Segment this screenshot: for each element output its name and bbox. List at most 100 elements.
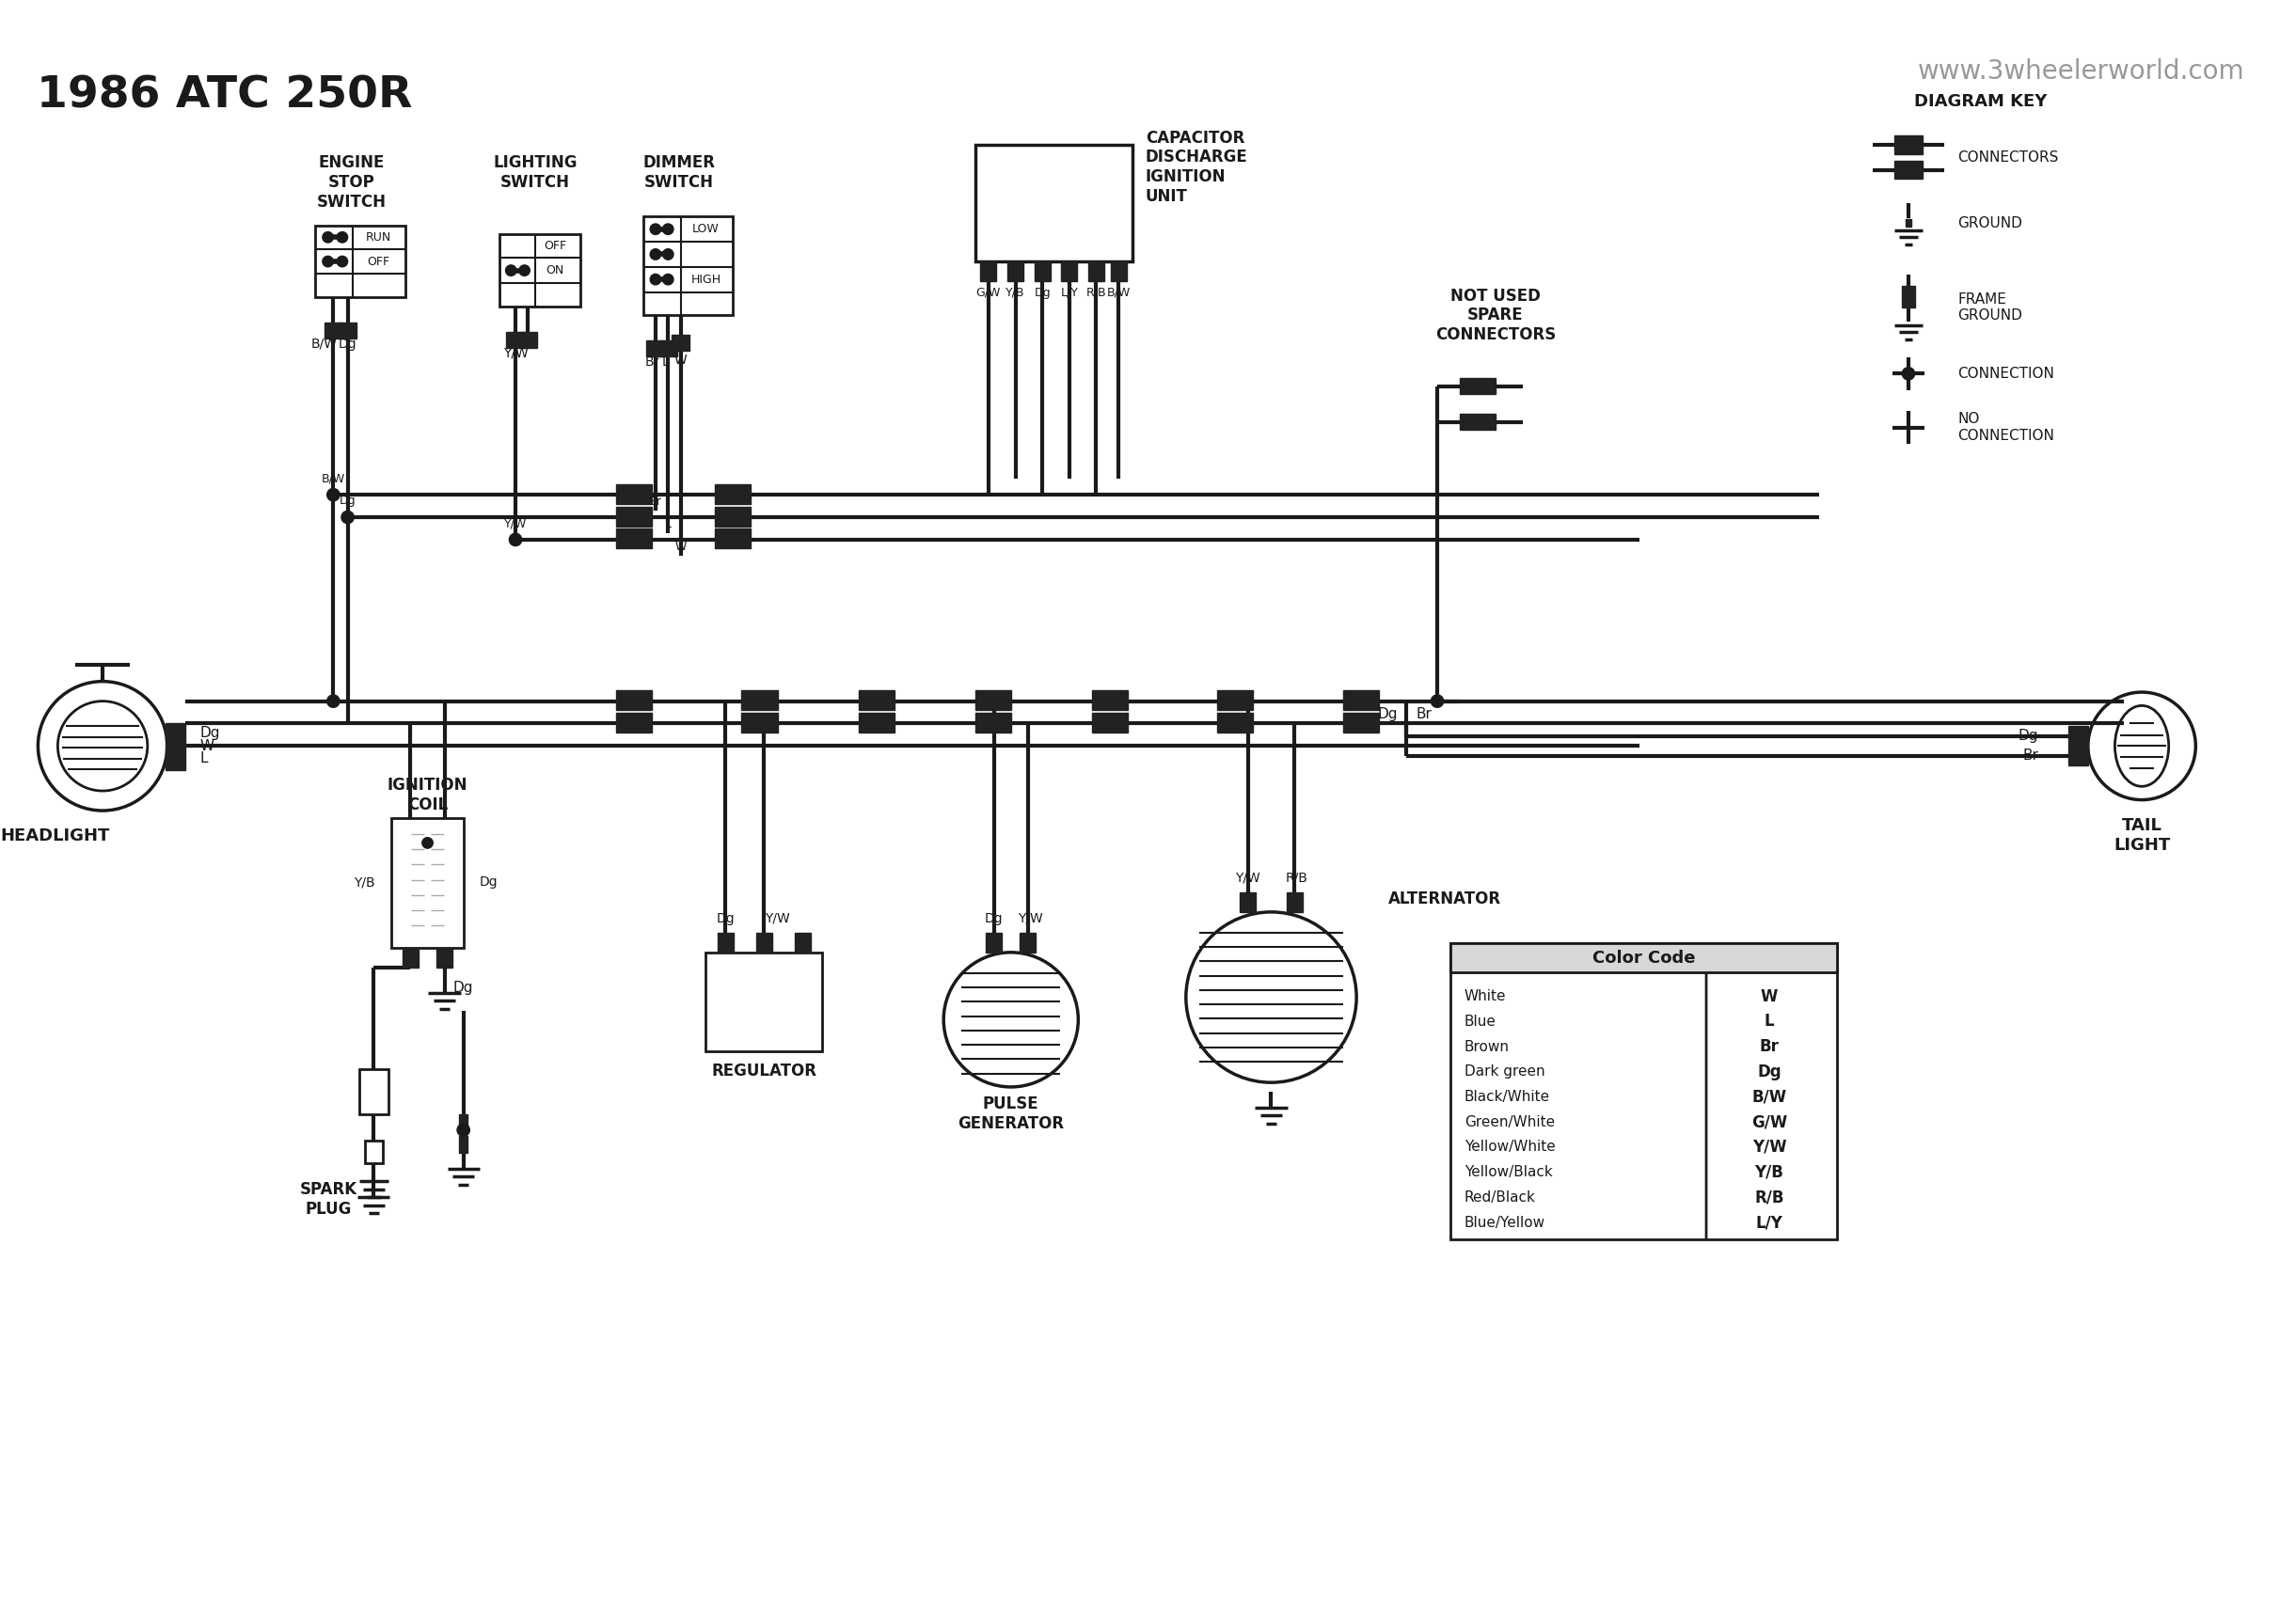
Bar — [459, 1136, 468, 1152]
Text: Y/B: Y/B — [1006, 287, 1024, 299]
Bar — [859, 690, 893, 711]
Circle shape — [505, 265, 517, 276]
Text: Red/Black: Red/Black — [1465, 1190, 1536, 1204]
Text: ENGINE: ENGINE — [319, 154, 383, 172]
Text: Y/W: Y/W — [505, 518, 526, 529]
Text: Br: Br — [650, 497, 661, 508]
Bar — [1088, 261, 1104, 281]
Text: Blue: Blue — [1465, 1014, 1497, 1029]
Text: Br: Br — [1759, 1039, 1779, 1055]
Text: Green/White: Green/White — [1465, 1115, 1554, 1130]
Text: Dg: Dg — [985, 912, 1003, 925]
Text: L: L — [1763, 1013, 1775, 1031]
Text: Y/W: Y/W — [503, 346, 528, 360]
Bar — [436, 948, 452, 967]
Text: Dg: Dg — [2018, 729, 2039, 743]
Text: CAPACITOR
DISCHARGE
IGNITION
UNIT: CAPACITOR DISCHARGE IGNITION UNIT — [1146, 130, 1247, 204]
Text: Color Code: Color Code — [1591, 949, 1694, 966]
Bar — [1343, 712, 1380, 732]
Bar — [742, 690, 778, 711]
Circle shape — [650, 224, 661, 235]
Circle shape — [321, 256, 333, 266]
Text: TAIL
LIGHT: TAIL LIGHT — [2112, 818, 2170, 854]
Bar — [1061, 261, 1077, 281]
Text: R/B: R/B — [1286, 872, 1306, 885]
Bar — [1111, 261, 1127, 281]
Text: G/W: G/W — [976, 287, 1001, 299]
Bar — [1894, 161, 1922, 179]
Text: Dg: Dg — [452, 982, 473, 995]
Circle shape — [457, 1123, 471, 1136]
Text: B/W: B/W — [1107, 287, 1130, 299]
Bar — [402, 948, 418, 967]
Text: Br: Br — [2023, 748, 2039, 763]
Text: Y/W: Y/W — [1752, 1139, 1786, 1156]
Bar — [165, 724, 186, 771]
Text: ALTERNATOR: ALTERNATOR — [1387, 889, 1502, 907]
Text: GROUND: GROUND — [1958, 216, 2023, 230]
Text: White: White — [1465, 990, 1506, 1003]
Text: B/W: B/W — [321, 472, 344, 485]
Text: RUN: RUN — [365, 230, 390, 243]
Text: B/W: B/W — [312, 338, 338, 351]
Text: SWITCH: SWITCH — [501, 174, 569, 192]
Bar — [615, 484, 652, 503]
Circle shape — [342, 511, 354, 524]
Text: NOT USED
SPARE
CONNECTORS: NOT USED SPARE CONNECTORS — [1435, 287, 1557, 344]
Bar — [643, 216, 732, 315]
Bar — [615, 712, 652, 732]
Text: 1986 ATC 250R: 1986 ATC 250R — [37, 75, 413, 117]
Text: Yellow/White: Yellow/White — [1465, 1139, 1554, 1154]
Text: R/B: R/B — [1086, 287, 1107, 299]
Circle shape — [664, 224, 673, 235]
Text: Dg: Dg — [338, 338, 356, 351]
Text: IGNITION
COIL: IGNITION COIL — [388, 777, 468, 813]
Text: SWITCH: SWITCH — [645, 174, 714, 192]
Text: Dg: Dg — [1033, 287, 1052, 299]
Circle shape — [422, 837, 434, 849]
Bar — [705, 953, 822, 1052]
Text: Y/B: Y/B — [1754, 1164, 1784, 1180]
Text: L: L — [666, 518, 670, 531]
Bar — [794, 933, 810, 953]
Bar — [980, 261, 996, 281]
Text: NO
CONNECTION: NO CONNECTION — [1958, 412, 2055, 443]
Text: LIGHTING: LIGHTING — [494, 154, 576, 172]
Text: LOW: LOW — [691, 222, 719, 235]
Bar — [714, 529, 751, 549]
Bar — [315, 226, 404, 297]
Text: R/B: R/B — [1754, 1190, 1784, 1206]
Bar — [1019, 933, 1035, 953]
Bar — [1033, 261, 1049, 281]
Text: STOP: STOP — [328, 174, 374, 192]
Text: Dg: Dg — [480, 876, 498, 889]
Bar — [1240, 893, 1256, 912]
Bar — [742, 712, 778, 732]
Bar — [1460, 414, 1495, 430]
Text: G/W: G/W — [1752, 1113, 1786, 1130]
Text: OFF: OFF — [544, 240, 567, 252]
Text: Black/White: Black/White — [1465, 1089, 1550, 1104]
Text: L: L — [661, 355, 668, 368]
Text: Br: Br — [645, 355, 659, 368]
Bar — [976, 712, 1010, 732]
Circle shape — [1901, 367, 1915, 380]
Bar — [714, 506, 751, 526]
Text: Y/W: Y/W — [765, 912, 790, 925]
Bar — [340, 323, 356, 339]
Bar — [393, 818, 464, 948]
Text: DIAGRAM KEY: DIAGRAM KEY — [1915, 93, 2046, 110]
Circle shape — [510, 534, 521, 545]
Text: W: W — [675, 354, 687, 367]
Text: PULSE
GENERATOR: PULSE GENERATOR — [957, 1096, 1063, 1133]
Bar — [1091, 690, 1127, 711]
Circle shape — [326, 695, 340, 708]
Text: Brown: Brown — [1465, 1039, 1508, 1053]
Bar — [2069, 725, 2087, 766]
Text: Dg: Dg — [716, 912, 735, 925]
Text: Dg: Dg — [1378, 708, 1398, 722]
Bar — [985, 933, 1001, 953]
Text: SWITCH: SWITCH — [317, 193, 386, 211]
Text: HIGH: HIGH — [691, 273, 721, 286]
Text: W: W — [1761, 988, 1777, 1005]
